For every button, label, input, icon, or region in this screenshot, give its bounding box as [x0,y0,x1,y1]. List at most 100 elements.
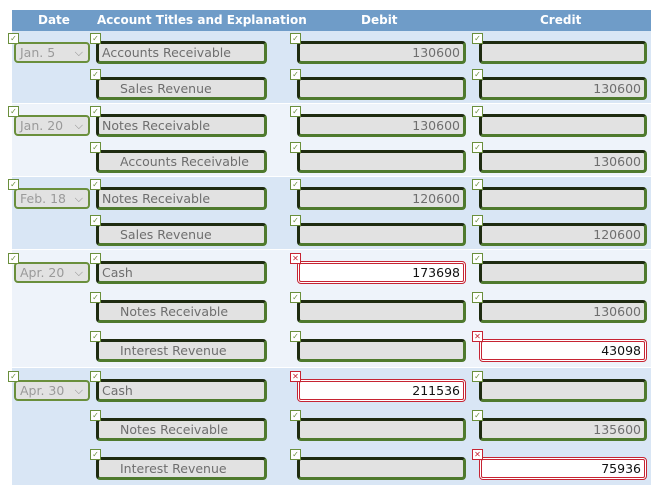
credit-field[interactable] [479,40,647,64]
check-icon: ✓ [290,449,301,460]
journal-entry-table: Date Account Titles and Explanation Debi… [8,10,651,486]
check-icon: ✓ [290,32,301,44]
account-field[interactable]: Cash [96,261,267,284]
date-value: Feb. 18 [20,190,66,206]
check-icon: ✓ [472,68,483,80]
debit-field[interactable]: 120600 [297,186,466,210]
credit-field[interactable]: 130600 [479,300,647,323]
check-icon: ✓ [90,449,101,460]
account-field[interactable]: Interest Revenue [96,339,267,362]
header-date: Date [38,13,70,27]
credit-field[interactable]: 75936 [479,457,647,480]
check-icon: ✓ [290,331,301,342]
header-credit: Credit [540,13,582,27]
credit-field[interactable] [479,113,647,137]
chevron-down-icon: ⌵ [74,266,83,279]
account-field[interactable]: Notes Receivable [96,300,267,323]
credit-field[interactable]: 130600 [479,76,647,100]
check-icon: ✓ [290,105,301,117]
account-field[interactable]: Accounts Receivable [96,40,267,64]
check-icon: ✓ [472,371,483,382]
date-select[interactable]: Feb. 18 ⌵ [14,187,90,209]
check-icon: ✓ [290,410,301,421]
journal-entry: ✓ Apr. 20 ⌵ ✓ Cash ✕ 173698 ✓ ✓ Notes Rece… [8,250,651,368]
date-select[interactable]: Apr. 30 ⌵ [14,380,90,401]
check-icon: ✓ [8,178,19,190]
date-value: Jan. 20 [20,117,64,133]
check-icon: ✓ [90,32,101,44]
incorrect-x-icon: ✕ [472,331,483,342]
check-icon: ✓ [472,292,483,303]
check-icon: ✓ [472,141,483,153]
table-body: ✓ Jan. 5 ⌵ ✓ Accounts Receivable ✓ 130600… [8,31,651,486]
date-select[interactable]: Apr. 20 ⌵ [14,262,90,283]
header-debit: Debit [361,13,398,27]
date-select[interactable]: Jan. 20 ⌵ [14,114,90,136]
check-icon: ✓ [8,371,19,382]
check-icon: ✓ [8,32,19,44]
credit-field[interactable] [479,186,647,210]
debit-field[interactable] [297,222,466,246]
account-field[interactable]: Accounts Receivable [96,149,267,173]
journal-entry: ✓ Apr. 30 ⌵ ✓ Cash ✕ 211536 ✓ ✓ Notes Rece… [8,368,651,486]
check-icon: ✓ [90,410,101,421]
account-field[interactable]: Sales Revenue [96,76,267,100]
chevron-down-icon: ⌵ [74,45,83,59]
check-icon: ✓ [90,178,101,190]
credit-field[interactable]: 130600 [479,149,647,173]
check-icon: ✓ [90,68,101,80]
chevron-down-icon: ⌵ [74,191,83,205]
chevron-down-icon: ⌵ [74,118,83,132]
check-icon: ✓ [8,253,19,264]
incorrect-x-icon: ✕ [472,449,483,460]
check-icon: ✓ [90,292,101,303]
check-icon: ✓ [90,105,101,117]
check-icon: ✓ [8,105,19,117]
incorrect-x-icon: ✕ [290,371,301,382]
incorrect-x-icon: ✕ [290,253,301,264]
check-icon: ✓ [472,253,483,264]
check-icon: ✓ [90,141,101,153]
check-icon: ✓ [90,253,101,264]
journal-entry: ✓ Jan. 5 ⌵ ✓ Accounts Receivable ✓ 130600… [8,31,651,104]
account-field[interactable]: Notes Receivable [96,186,267,210]
check-icon: ✓ [290,141,301,153]
date-value: Jan. 5 [20,44,56,60]
table-header: Date Account Titles and Explanation Debi… [12,10,651,31]
debit-field[interactable] [297,457,466,480]
check-icon: ✓ [90,371,101,382]
chevron-down-icon: ⌵ [74,384,83,397]
account-field[interactable]: Cash [96,379,267,402]
check-icon: ✓ [472,32,483,44]
account-field[interactable]: Notes Receivable [96,113,267,137]
debit-field[interactable]: 211536 [297,379,466,402]
header-account: Account Titles and Explanation [97,13,307,27]
check-icon: ✓ [472,410,483,421]
credit-field[interactable] [479,261,647,284]
credit-field[interactable]: 43098 [479,339,647,362]
debit-field[interactable] [297,418,466,441]
credit-field[interactable]: 135600 [479,418,647,441]
check-icon: ✓ [290,178,301,190]
credit-field[interactable]: 120600 [479,222,647,246]
debit-field[interactable]: 130600 [297,40,466,64]
debit-field[interactable] [297,300,466,323]
debit-field[interactable] [297,76,466,100]
check-icon: ✓ [90,214,101,226]
date-value: Apr. 20 [20,265,65,280]
debit-field[interactable]: 173698 [297,261,466,284]
debit-field[interactable] [297,339,466,362]
debit-field[interactable]: 130600 [297,113,466,137]
account-field[interactable]: Notes Receivable [96,418,267,441]
check-icon: ✓ [90,331,101,342]
check-icon: ✓ [290,292,301,303]
account-field[interactable]: Sales Revenue [96,222,267,246]
account-field[interactable]: Interest Revenue [96,457,267,480]
debit-field[interactable] [297,149,466,173]
check-icon: ✓ [472,105,483,117]
check-icon: ✓ [472,178,483,190]
check-icon: ✓ [290,214,301,226]
credit-field[interactable] [479,379,647,402]
date-select[interactable]: Jan. 5 ⌵ [14,41,90,63]
journal-entry: ✓ Jan. 20 ⌵ ✓ Notes Receivable ✓ 130600 ✓ … [8,104,651,177]
